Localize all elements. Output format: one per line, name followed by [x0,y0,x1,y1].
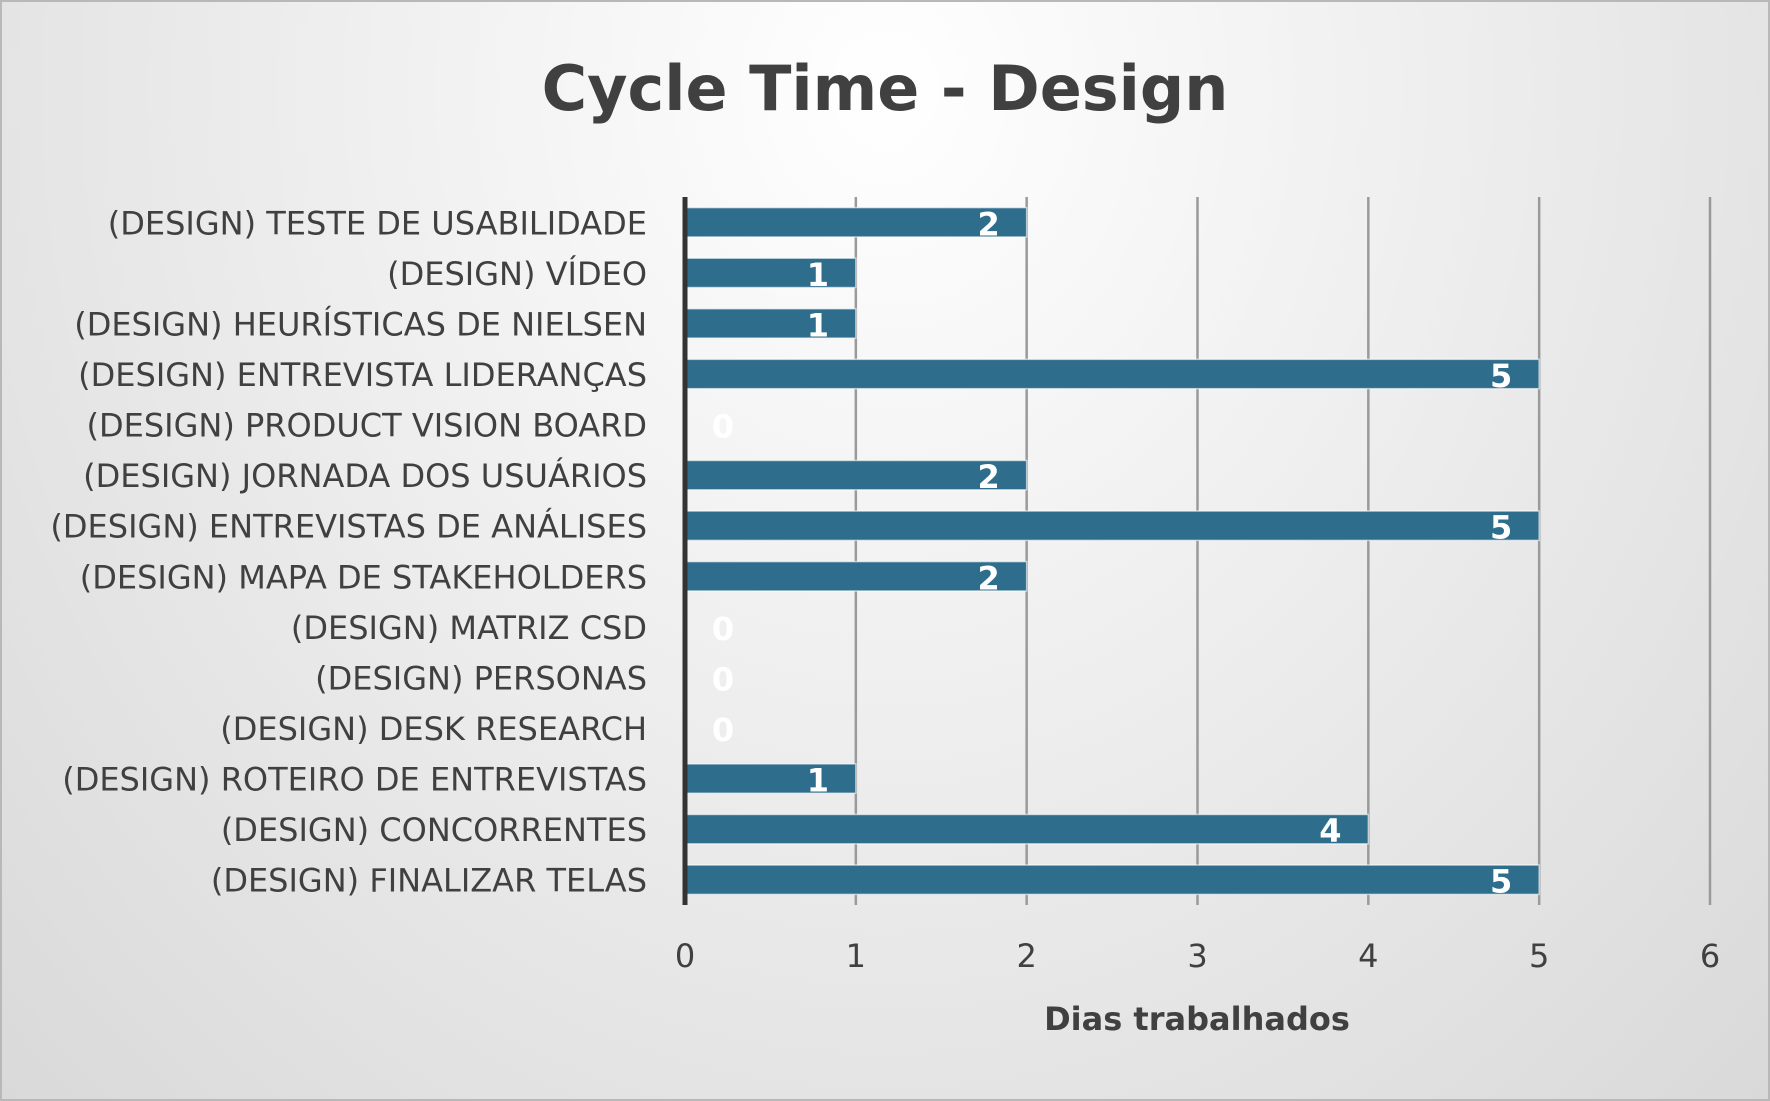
data-label: 1 [807,762,829,800]
x-tick-label: 6 [1700,937,1720,975]
category-label: (DESIGN) ENTREVISTA LIDERANÇAS [78,356,647,394]
data-label: 0 [712,711,734,749]
x-axis-title: Dias trabalhados [1044,1000,1350,1038]
category-label: (DESIGN) PERSONAS [315,659,647,697]
bar [684,358,1540,390]
data-label: 5 [1490,509,1512,547]
data-label: 0 [712,660,734,698]
data-label: 4 [1319,812,1341,850]
data-label: 5 [1490,357,1512,395]
bars [684,206,1540,896]
data-label: 0 [712,408,734,446]
bar [684,813,1370,845]
bar [684,864,1540,896]
bar [684,308,857,339]
category-labels: (DESIGN) TESTE DE USABILIDADE (DESIGN) VÍ… [50,204,647,899]
x-tick-label: 4 [1358,937,1378,975]
chart-title: Cycle Time - Design [542,52,1229,125]
data-label: 1 [807,306,829,344]
category-label: (DESIGN) ENTREVISTAS DE ANÁLISES [50,508,647,546]
bar [684,257,857,289]
x-tick-label: 3 [1187,937,1207,975]
category-label: (DESIGN) PRODUCT VISION BOARD [87,407,647,445]
category-label: (DESIGN) MAPA DE STAKEHOLDERS [80,558,647,596]
x-tick-label: 1 [846,937,866,975]
data-labels: 2 1 1 5 0 2 5 2 0 0 0 1 4 5 [712,205,1512,900]
data-label: 5 [1490,863,1512,901]
category-label: (DESIGN) DESK RESEARCH [220,710,647,748]
category-label: (DESIGN) FINALIZAR TELAS [211,862,647,900]
x-tick-labels: 0 1 2 3 4 5 6 [675,937,1720,975]
data-label: 1 [807,256,829,294]
category-label: (DESIGN) MATRIZ CSD [291,609,647,647]
bar [684,510,1540,542]
data-label: 2 [978,205,1000,243]
x-tick-label: 5 [1529,937,1549,975]
bar [684,763,857,794]
x-tick-label: 0 [675,937,695,975]
category-label: (DESIGN) HEURÍSTICAS DE NIELSEN [74,305,647,343]
x-tick-label: 2 [1016,937,1036,975]
category-label: (DESIGN) JORNADA DOS USUÁRIOS [83,457,647,495]
data-label: 2 [978,559,1000,597]
category-label: (DESIGN) TESTE DE USABILIDADE [108,204,647,242]
category-label: (DESIGN) ROTEIRO DE ENTREVISTAS [62,761,647,799]
data-label: 0 [712,610,734,648]
bar [684,206,1028,238]
category-label: (DESIGN) VÍDEO [387,255,647,293]
category-label: (DESIGN) CONCORRENTES [221,811,647,849]
bar [684,560,1028,592]
gridlines [854,197,1712,905]
bar [684,459,1028,491]
data-label: 2 [978,458,1000,496]
